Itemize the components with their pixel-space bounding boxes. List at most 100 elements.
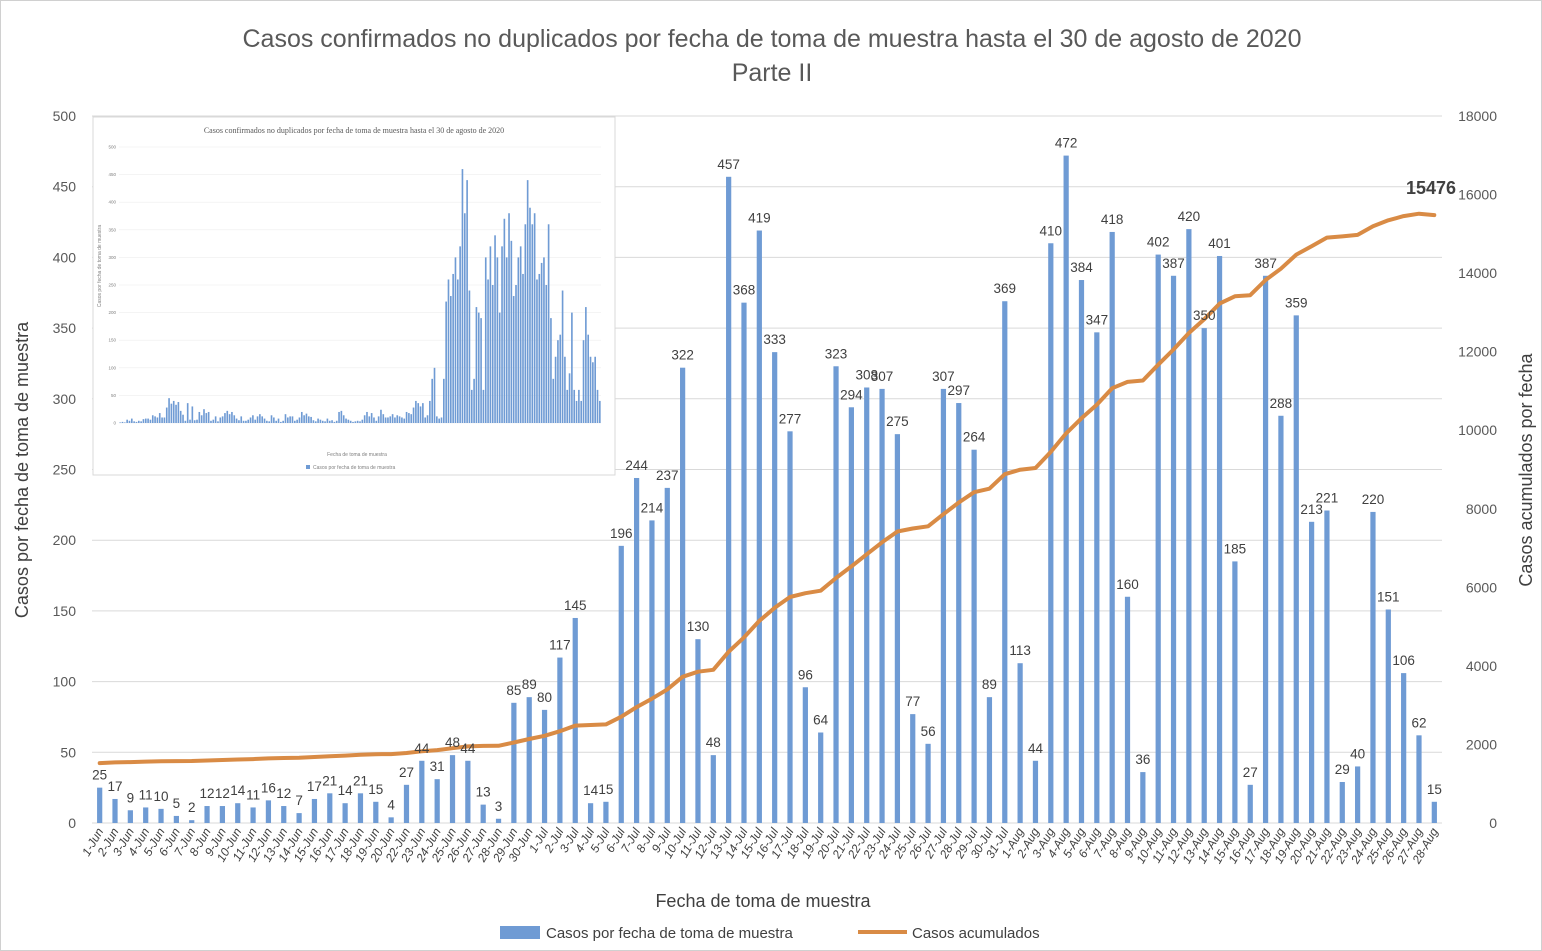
- bar-data-label: 264: [963, 430, 986, 445]
- inset-bar: [270, 415, 273, 423]
- bar-data-label: 96: [798, 667, 813, 682]
- bar-data-label: 21: [353, 773, 368, 788]
- bar: [603, 801, 609, 823]
- bar-data-label: 16: [261, 780, 276, 795]
- inset-bar: [512, 296, 515, 423]
- inset-bar: [273, 417, 275, 423]
- bar-data-label: 347: [1086, 312, 1109, 327]
- inset-bar: [398, 416, 401, 423]
- inset-bar: [349, 420, 352, 423]
- bar: [802, 687, 808, 823]
- inset-bar: [401, 417, 403, 423]
- bar: [1247, 784, 1253, 823]
- inset-bar: [468, 290, 471, 423]
- inset-bar: [592, 362, 594, 423]
- bar: [741, 302, 747, 823]
- inset-bar: [459, 246, 461, 423]
- bar-data-label: 359: [1285, 295, 1308, 310]
- inset-bar: [382, 414, 385, 423]
- bar-data-label: 418: [1101, 212, 1124, 227]
- inset-bar: [231, 411, 233, 423]
- bar: [1216, 255, 1223, 824]
- inset-bar: [342, 415, 345, 423]
- inset-bar: [484, 257, 487, 423]
- y2-tick-label: 2000: [1466, 736, 1497, 752]
- bar-data-label: 220: [1362, 492, 1385, 507]
- y-tick-label: 200: [53, 532, 77, 548]
- bar: [772, 352, 778, 823]
- inset-bar: [470, 389, 473, 423]
- inset-bar: [389, 416, 392, 423]
- bar: [1002, 301, 1008, 823]
- bar-data-label: 322: [671, 348, 694, 363]
- y2-tick-label: 14000: [1458, 265, 1497, 281]
- inset-bar: [419, 406, 422, 423]
- bar: [541, 709, 548, 823]
- inset-bar: [240, 416, 243, 423]
- bar: [864, 387, 870, 823]
- bar: [1048, 243, 1054, 823]
- inset-bar: [554, 356, 557, 423]
- bar-data-label: 40: [1350, 746, 1365, 761]
- inset-bar: [287, 417, 289, 423]
- bar-data-label: 64: [813, 713, 829, 728]
- inset-y-tick-label: 300: [108, 255, 116, 260]
- inset-bar: [585, 307, 587, 423]
- inset-bar: [422, 403, 424, 423]
- inset-bar: [298, 417, 301, 423]
- inset-chart: Casos confirmados no duplicados por fech…: [92, 116, 616, 476]
- inset-bar: [226, 410, 229, 423]
- inset-bar: [482, 389, 485, 423]
- bar: [511, 702, 517, 823]
- inset-bar: [443, 378, 445, 423]
- inset-bar: [522, 273, 524, 423]
- inset-bar: [212, 419, 215, 423]
- inset-bar: [338, 411, 340, 423]
- bar: [664, 487, 670, 823]
- inset-bar: [340, 410, 343, 423]
- inset-y-tick-label: 0: [113, 421, 116, 426]
- inset-bar: [165, 407, 168, 423]
- inset-bar: [552, 378, 555, 423]
- inset-y-tick-label: 350: [108, 227, 116, 232]
- bar-data-label: 3: [495, 799, 503, 814]
- inset-bar: [501, 246, 503, 423]
- inset-bar: [137, 420, 140, 423]
- inset-bar: [249, 417, 252, 423]
- inset-bar: [424, 417, 427, 423]
- inset-y-tick-label: 400: [108, 200, 116, 205]
- inset-bar: [526, 180, 529, 423]
- inset-bar: [163, 417, 166, 423]
- bar: [250, 807, 256, 823]
- inset-bar: [300, 411, 303, 423]
- bar-data-label: 145: [564, 598, 587, 613]
- y2-tick-label: 6000: [1466, 579, 1497, 595]
- inset-bar: [179, 410, 182, 423]
- inset-bar: [445, 301, 447, 423]
- inset-bar: [436, 416, 438, 423]
- inset-bar: [289, 416, 291, 423]
- inset-bar: [140, 421, 142, 423]
- inset-y-tick-label: 150: [108, 338, 116, 343]
- bar: [112, 798, 118, 823]
- bar: [1155, 254, 1161, 823]
- inset-bar: [368, 416, 371, 423]
- x-axis-title: Fecha de toma de muestra: [655, 891, 871, 911]
- x-axis-ticks: 1-Jun2-Jun3-Jun4-Jun5-Jun6-Jun7-Jun8-Jun…: [79, 825, 1441, 867]
- inset-bar: [268, 421, 271, 423]
- bar-data-label: 15: [598, 782, 613, 797]
- legend-bar-swatch: [500, 926, 540, 939]
- inset-bar: [263, 418, 266, 423]
- inset-bar: [380, 409, 382, 423]
- inset-bar: [438, 418, 440, 423]
- bar-data-label: 457: [717, 157, 740, 172]
- inset-bar: [463, 213, 466, 423]
- bar: [986, 697, 993, 823]
- inset-bar: [219, 417, 222, 423]
- inset-bar: [510, 240, 513, 423]
- inset-bar: [203, 409, 205, 423]
- inset-bar: [361, 419, 364, 423]
- bar-data-label: 420: [1178, 209, 1201, 224]
- inset-bar: [429, 400, 431, 423]
